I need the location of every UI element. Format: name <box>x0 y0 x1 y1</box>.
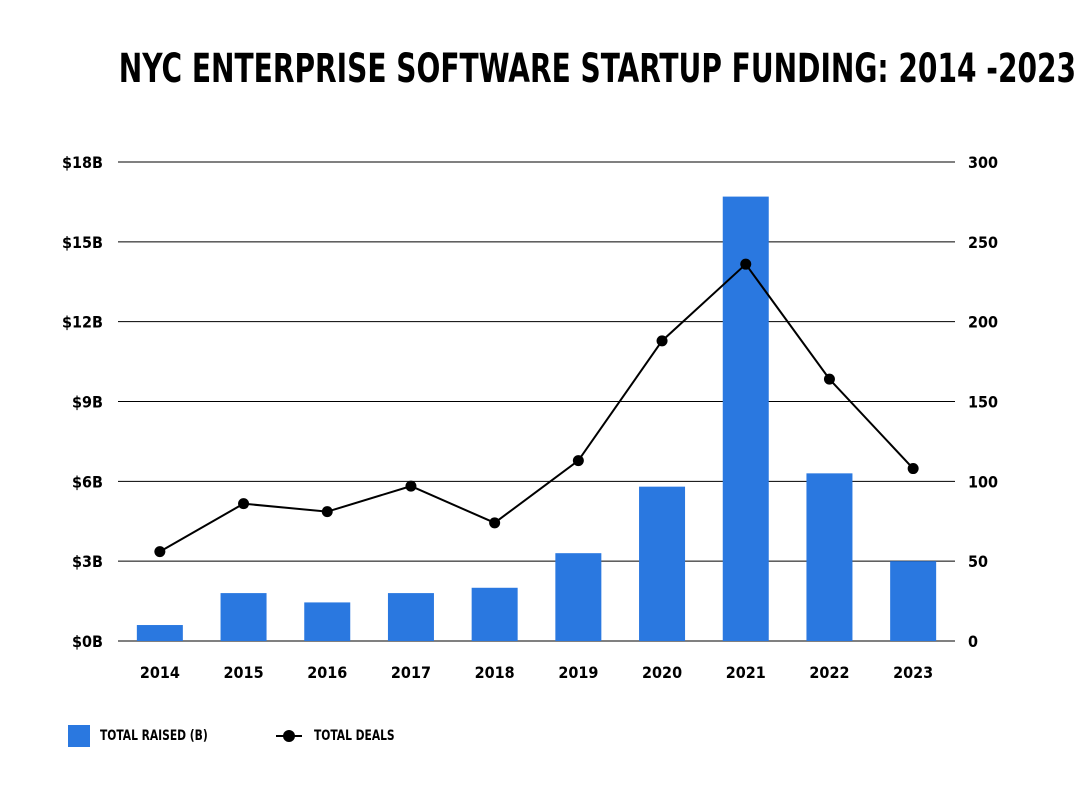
bar <box>806 473 853 641</box>
y-left-tick-label: $0B <box>72 632 103 651</box>
legend-label-total-raised: TOTAL RAISED (B) <box>100 728 208 744</box>
deals-line <box>159 262 914 553</box>
bar <box>890 561 937 641</box>
x-tick-label: 2023 <box>893 663 933 682</box>
y-right-tick-label: 0 <box>968 632 978 651</box>
bar <box>387 593 434 641</box>
legend-item-total-raised: TOTAL RAISED (B) <box>68 722 227 750</box>
x-tick-label: 2015 <box>224 663 264 682</box>
bar <box>555 553 602 641</box>
bar <box>639 486 686 641</box>
x-tick-label: 2017 <box>391 663 431 682</box>
legend-line-marker <box>276 730 302 742</box>
x-tick-label: 2019 <box>558 663 598 682</box>
x-tick-label: 2022 <box>809 663 849 682</box>
deals-point <box>238 498 250 510</box>
deals-point <box>907 463 919 475</box>
bar <box>136 625 183 641</box>
deals-point <box>321 506 333 518</box>
deals-point <box>656 335 668 347</box>
legend-item-total-deals: TOTAL DEALS <box>276 722 409 750</box>
bar <box>722 196 769 641</box>
bar <box>220 593 267 641</box>
y-right-tick-label: 100 <box>968 472 998 491</box>
bar <box>471 587 518 641</box>
deals-point <box>823 373 835 385</box>
y-right-tick-label: 250 <box>968 233 998 252</box>
x-tick-label: 2020 <box>642 663 682 682</box>
bar <box>304 602 351 641</box>
deals-point <box>405 480 417 492</box>
y-left-tick-label: $15B <box>62 233 103 252</box>
y-left-tick-label: $6B <box>72 472 103 491</box>
deals-point <box>740 258 752 270</box>
deals-point <box>572 455 584 467</box>
y-right-tick-label: 200 <box>968 313 998 332</box>
y-right-tick-label: 300 <box>968 153 998 172</box>
deals-point <box>154 546 166 558</box>
legend-bar-swatch <box>68 725 90 747</box>
y-left-tick-label: $18B <box>62 153 103 172</box>
x-tick-label: 2018 <box>475 663 515 682</box>
x-tick-label: 2014 <box>140 663 180 682</box>
y-left-tick-label: $3B <box>72 552 103 571</box>
chart-title: NYC ENTERPRISE SOFTWARE STARTUP FUNDING:… <box>118 46 1077 92</box>
y-right-tick-label: 150 <box>968 393 998 412</box>
y-left-tick-label: $12B <box>62 313 103 332</box>
legend-label-total-deals: TOTAL DEALS <box>314 728 395 744</box>
y-left-tick-label: $9B <box>72 393 103 412</box>
y-right-tick-label: 50 <box>968 552 988 571</box>
x-tick-label: 2021 <box>726 663 766 682</box>
deals-point <box>489 517 501 529</box>
x-tick-label: 2016 <box>307 663 347 682</box>
